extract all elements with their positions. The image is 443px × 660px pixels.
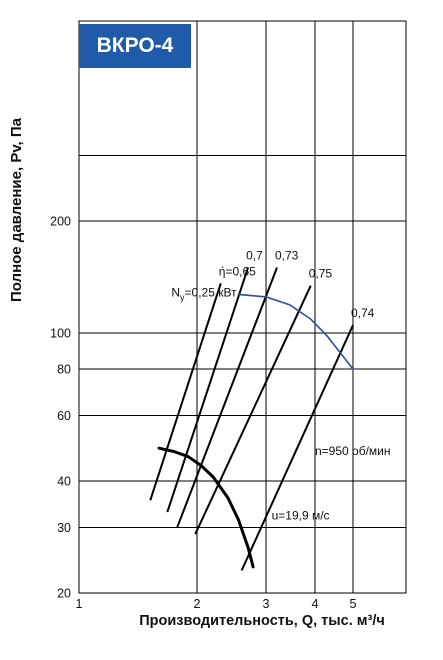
y-axis-label: Полное давление, Pv, Па: [8, 117, 25, 303]
efficiency-label: 0,7: [246, 248, 263, 262]
annotations: n=950 об/мин u=19,9 м/с: [272, 444, 391, 523]
y-tick-label: 200: [50, 215, 71, 229]
annotation-label: n=950 об/мин: [315, 444, 391, 458]
x-tick-label: 1: [76, 597, 83, 611]
y-tick-label: 80: [57, 363, 71, 377]
model-badge: ВКРО-4: [79, 24, 191, 68]
curves: Ny=0,25 кВт: [157, 285, 354, 569]
annotation-label: u=19,9 м/с: [272, 509, 330, 523]
x-tick-label: 2: [194, 597, 201, 611]
y-tick-label: 60: [57, 409, 71, 423]
efficiency-lines: ή=0,65 0,7 0,73 0,75 0,74: [149, 248, 375, 571]
x-tick-label: 5: [350, 597, 357, 611]
y-tick-label: 40: [57, 475, 71, 489]
efficiency-line: [176, 267, 278, 528]
x-tick-label: 4: [312, 597, 319, 611]
efficiency-line: [240, 324, 354, 571]
y-tick-label: 20: [57, 587, 71, 601]
x-tick-label: 3: [263, 597, 270, 611]
efficiency-label: ή=0,65: [219, 264, 256, 278]
efficiency-line: [166, 267, 250, 513]
y-tick-label: 30: [57, 521, 71, 535]
plot-frame: [78, 20, 407, 594]
efficiency-label: 0,73: [275, 248, 299, 262]
efficiency-line: [149, 282, 222, 501]
efficiency-line: [194, 285, 312, 535]
y-tick-label: 100: [50, 326, 71, 340]
efficiency-label: 0,75: [309, 267, 333, 281]
efficiency-label: 0,74: [351, 306, 375, 320]
power-label: Ny=0,25 кВт: [171, 285, 237, 302]
x-axis-label: Производительность, Q, тыс. м³/ч: [139, 613, 385, 629]
y-tick-labels: 20 30 40 60 80 100 200: [50, 215, 71, 601]
x-tick-labels: 1 2 3 4 5: [76, 597, 357, 611]
power-curve: [237, 293, 354, 370]
fan-curve: [157, 446, 255, 569]
